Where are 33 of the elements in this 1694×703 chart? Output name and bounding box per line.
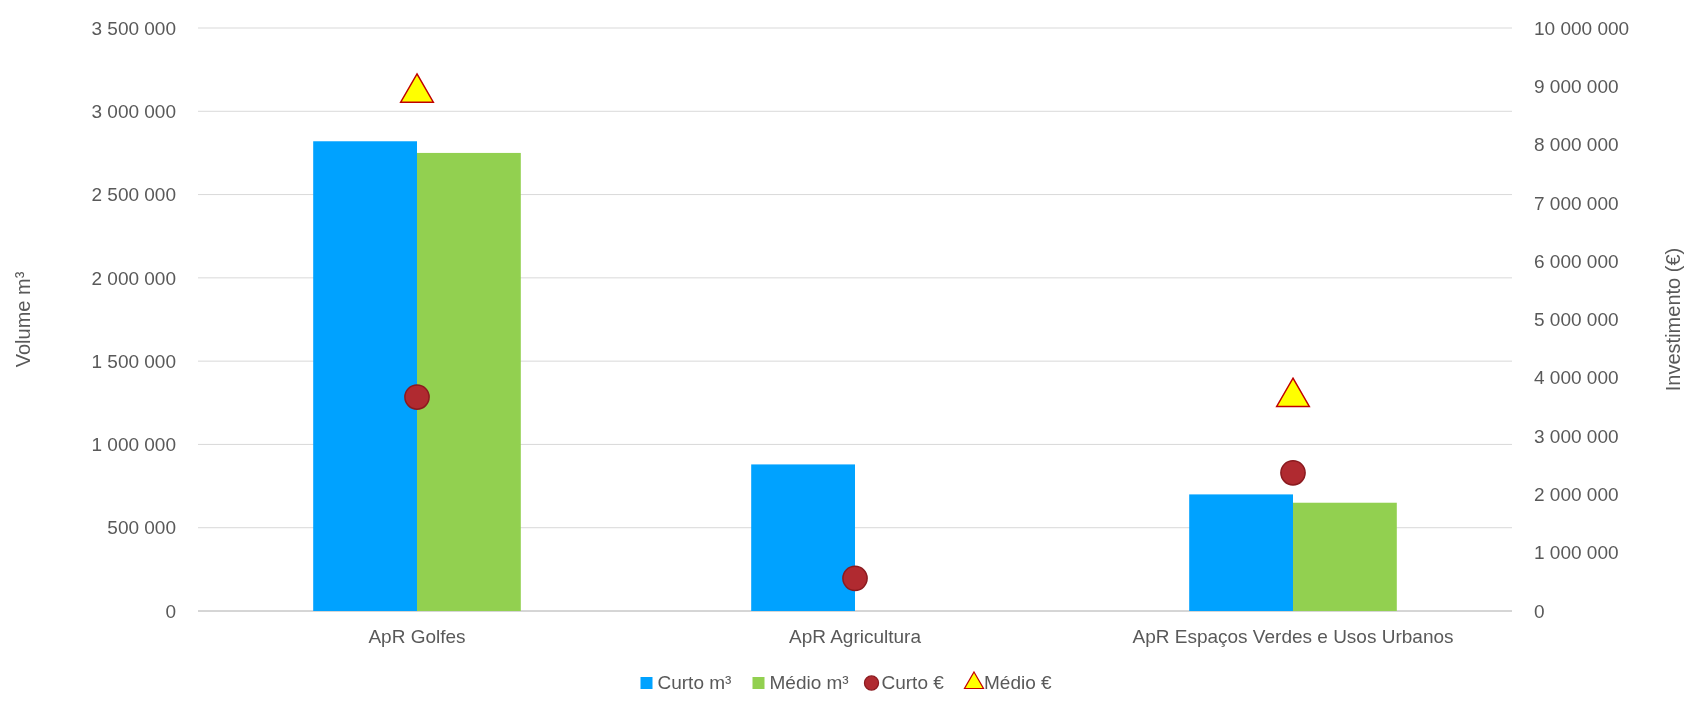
bar <box>751 464 855 611</box>
y-tick-label: 0 <box>165 600 176 622</box>
bar <box>1189 494 1293 611</box>
legend-label: Médio m³ <box>769 672 849 693</box>
x-tick-label: ApR Espaços Verdes e Usos Urbanos <box>1132 626 1454 647</box>
y-tick-label: 1 500 000 <box>91 350 176 372</box>
legend-label: Curto m³ <box>657 672 732 693</box>
y-tick-label: 2 500 000 <box>91 184 176 206</box>
y2-tick-label: 3 000 000 <box>1534 425 1619 447</box>
legend-label: Curto € <box>881 672 945 693</box>
y-tick-label: 1 000 000 <box>91 434 176 456</box>
y2-axis-title: Investimento (€) <box>1662 247 1684 392</box>
y2-tick-label: 4 000 000 <box>1534 367 1619 389</box>
y-tick-label: 500 000 <box>107 517 176 539</box>
bar <box>313 141 417 611</box>
y2-tick-label: 9 000 000 <box>1534 75 1619 97</box>
y2-tick-label: 2 000 000 <box>1534 484 1619 506</box>
bar <box>417 152 521 611</box>
y2-tick-label: 5 000 000 <box>1534 309 1619 331</box>
x-tick-label: ApR Agricultura <box>788 626 922 647</box>
y2-tick-label: 0 <box>1534 600 1545 622</box>
y2-tick-label: 7 000 000 <box>1534 192 1619 214</box>
y2-tick-label: 6 000 000 <box>1534 250 1619 272</box>
y-tick-label: 2 000 000 <box>91 267 176 289</box>
y2-tick-label: 10 000 000 <box>1534 17 1630 39</box>
bar <box>1293 502 1397 611</box>
y-tick-label: 3 000 000 <box>91 100 176 122</box>
y-axis-title: Volume m³ <box>12 271 34 368</box>
legend-label: Médio € <box>984 672 1053 693</box>
y2-tick-label: 1 000 000 <box>1534 542 1619 564</box>
x-tick-label: ApR Golfes <box>368 626 466 647</box>
y2-tick-label: 8 000 000 <box>1534 134 1619 156</box>
y-tick-label: 3 500 000 <box>91 17 176 39</box>
